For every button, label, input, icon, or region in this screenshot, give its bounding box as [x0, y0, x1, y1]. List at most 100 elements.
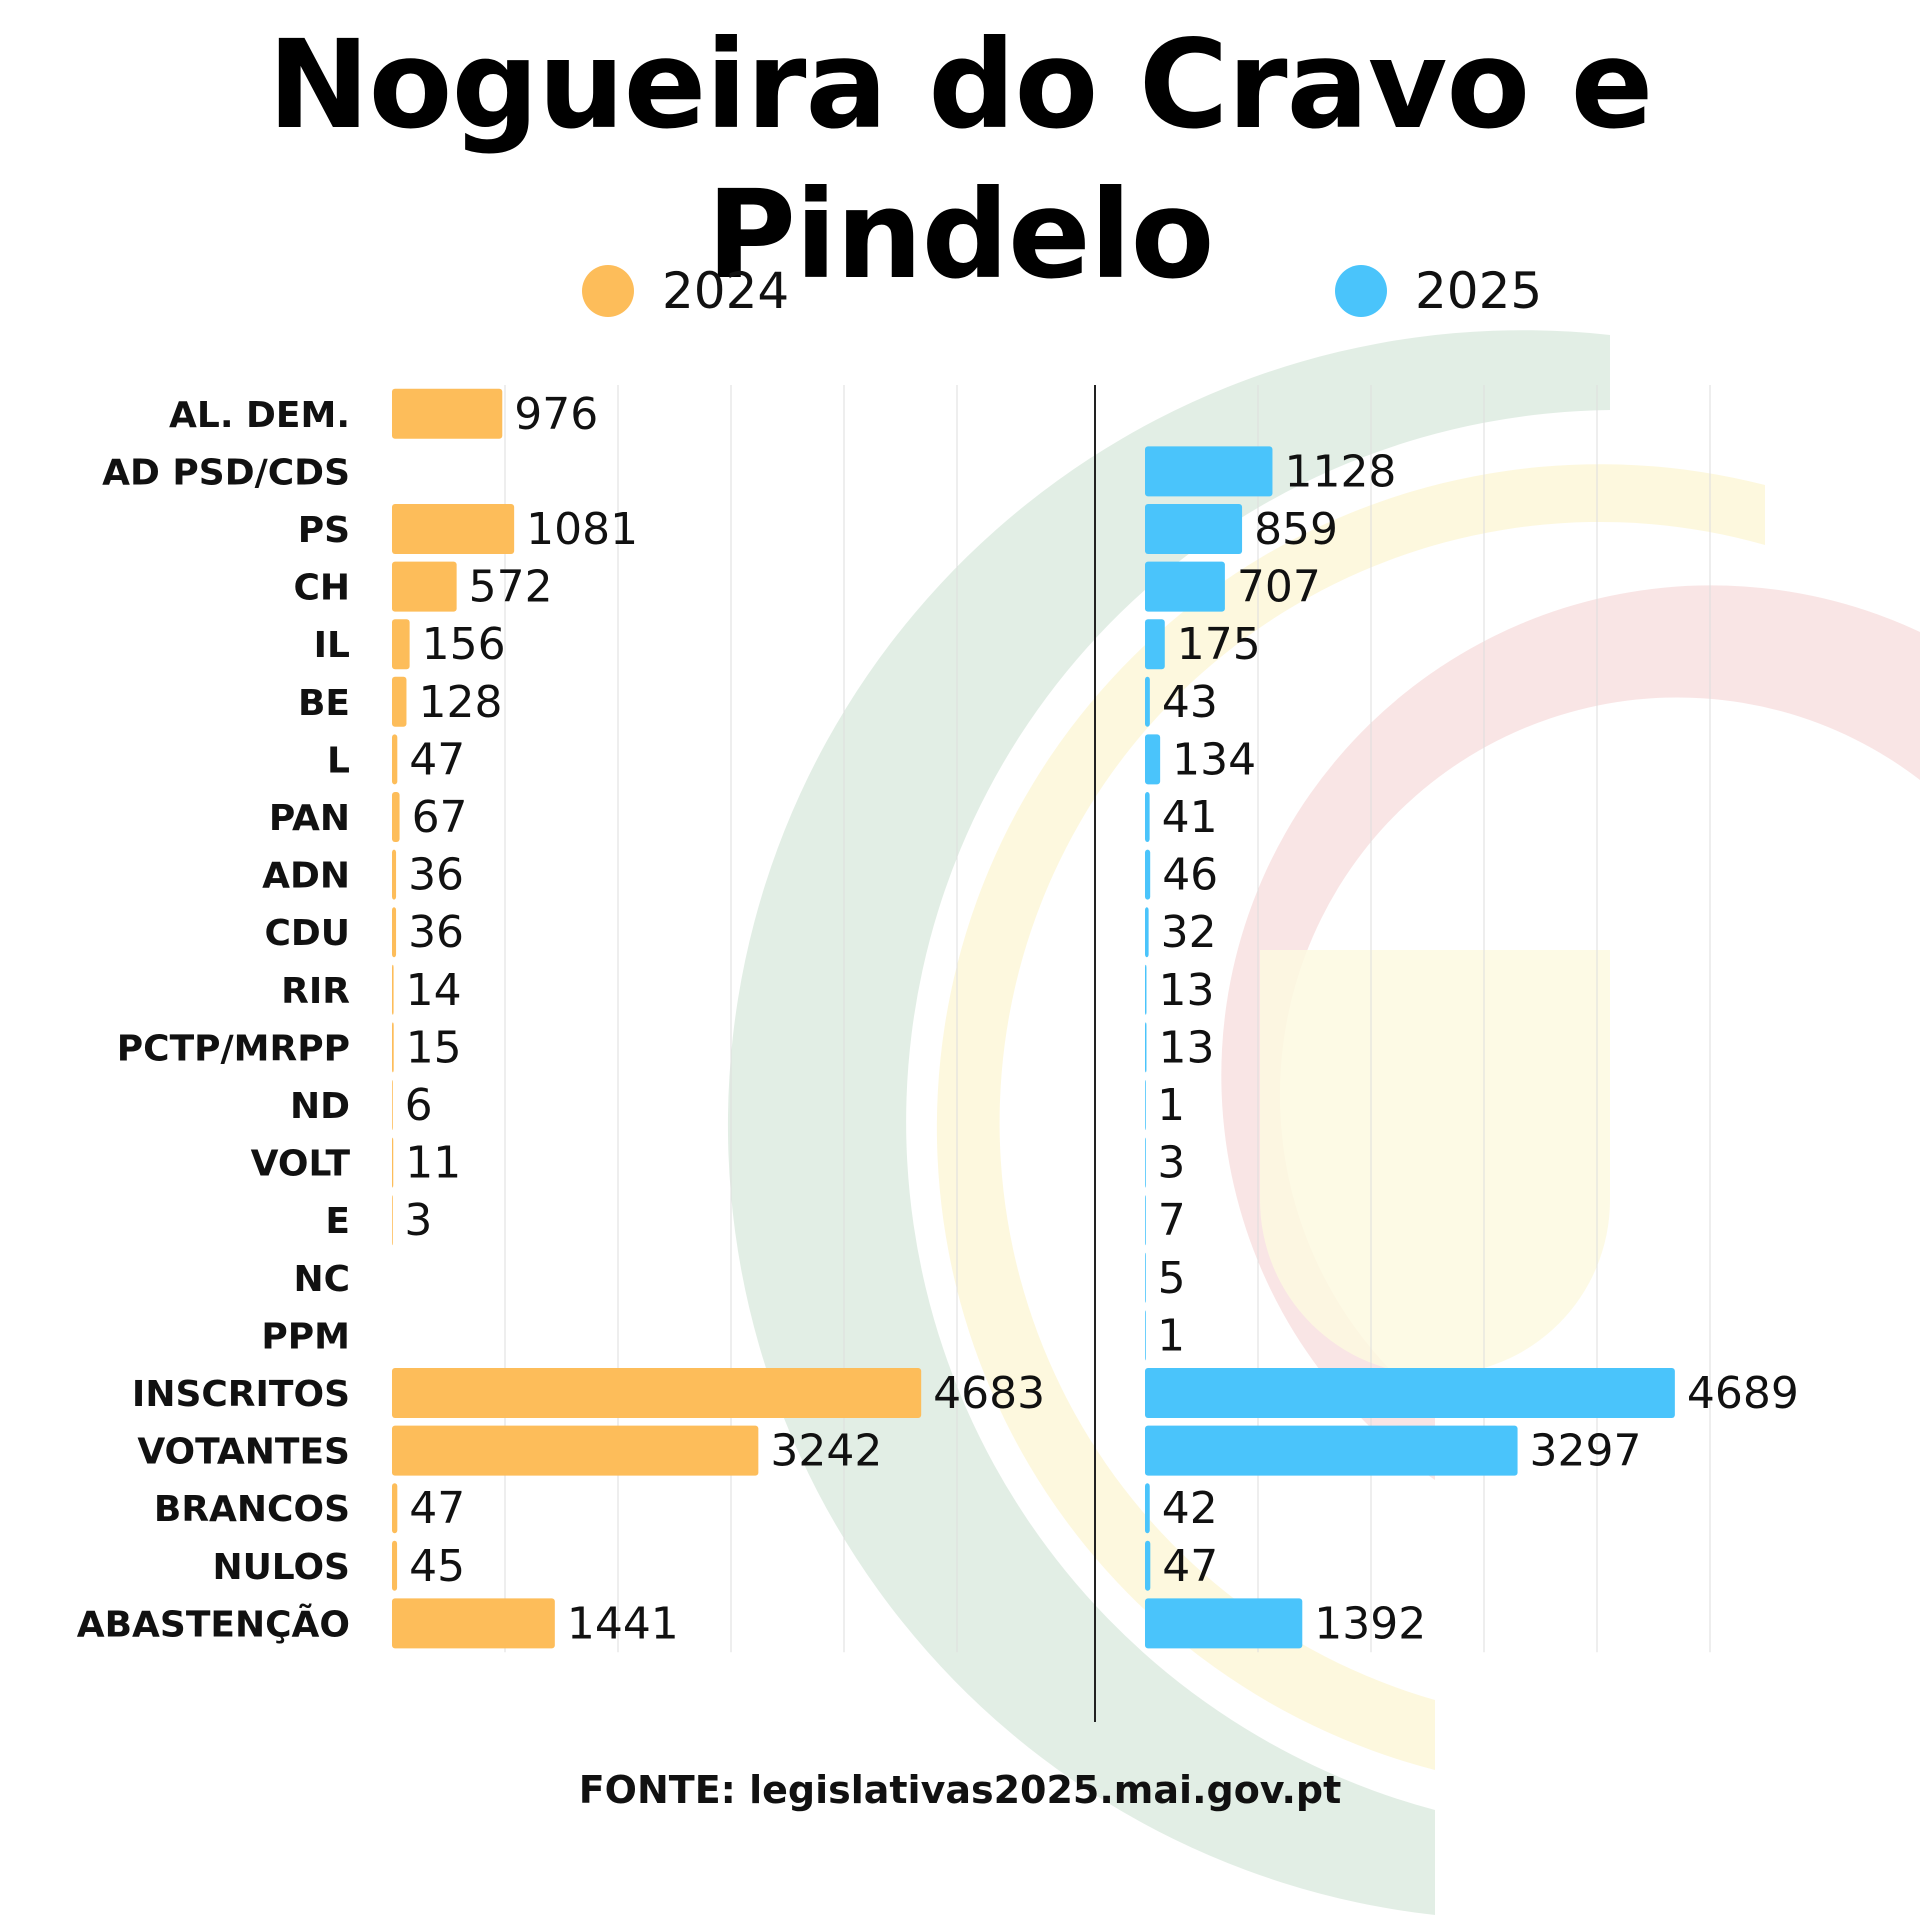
source-note: FONTE: legislativas2025.mai.gov.pt — [578, 1768, 1342, 1812]
bar-2024 — [392, 1598, 555, 1649]
value-label-2024: 6 — [405, 1080, 433, 1131]
value-label-2025: 46 — [1162, 850, 1218, 901]
bar-2024 — [392, 964, 394, 1015]
value-label-2024: 47 — [409, 734, 465, 785]
value-label-2025: 707 — [1237, 562, 1321, 613]
legend-label-2024: 2024 — [662, 262, 790, 320]
value-label-2024: 1081 — [526, 504, 638, 555]
value-label-2025: 32 — [1161, 907, 1217, 958]
legend-item-2024: 2024 — [582, 262, 789, 320]
category-label: BRANCOS — [154, 1489, 350, 1530]
value-label-2024: 128 — [418, 677, 502, 728]
value-label-2024: 3242 — [770, 1426, 882, 1477]
category-label: CDU — [264, 913, 350, 954]
value-label-2024: 1441 — [567, 1598, 679, 1649]
category-label: NULOS — [212, 1547, 350, 1588]
value-label-2025: 47 — [1162, 1541, 1218, 1592]
legend-dot-2024 — [582, 265, 634, 317]
value-label-2024: 976 — [514, 389, 598, 440]
legend-label-2025: 2025 — [1415, 262, 1543, 320]
value-label-2025: 4689 — [1687, 1368, 1799, 1419]
bar-2024 — [392, 1483, 398, 1534]
bar-2025 — [1145, 734, 1161, 785]
value-label-2025: 43 — [1162, 677, 1218, 728]
value-label-2025: 5 — [1158, 1253, 1186, 1304]
value-label-2024: 11 — [405, 1138, 461, 1189]
bar-2025 — [1145, 1483, 1150, 1534]
bar-2024 — [392, 734, 398, 785]
value-label-2024: 67 — [412, 792, 468, 843]
category-label: ABASTENÇÃO — [77, 1603, 350, 1645]
category-label: PPM — [261, 1316, 350, 1357]
bar-2025 — [1145, 1368, 1675, 1418]
bar-2025 — [1145, 1195, 1146, 1246]
bar-2025 — [1145, 1540, 1151, 1591]
bar-2025 — [1145, 792, 1150, 842]
category-label: E — [325, 1201, 350, 1242]
category-label: AD PSD/CDS — [102, 452, 350, 493]
category-label: L — [327, 740, 350, 781]
category-label: RIR — [281, 971, 350, 1012]
value-label-2024: 14 — [406, 965, 462, 1016]
bar-2025 — [1145, 1310, 1146, 1361]
bar-2024 — [392, 1137, 394, 1188]
bar-2024 — [392, 1022, 394, 1073]
value-label-2024: 15 — [406, 1022, 462, 1073]
value-label-2025: 1 — [1157, 1310, 1185, 1361]
category-label: ADN — [262, 856, 350, 897]
bar-2025 — [1145, 619, 1165, 670]
bar-2024 — [392, 907, 397, 958]
category-label: NC — [293, 1259, 350, 1300]
category-label: VOTANTES — [137, 1432, 350, 1473]
bar-2025 — [1145, 964, 1147, 1015]
category-label: PAN — [269, 798, 350, 839]
bar-2025 — [1145, 849, 1151, 900]
value-label-2025: 859 — [1254, 504, 1338, 555]
bar-2024 — [392, 619, 410, 670]
category-label: CH — [293, 568, 350, 609]
value-label-2025: 175 — [1177, 619, 1261, 670]
legend-item-2025: 2025 — [1335, 262, 1542, 320]
category-label: IL — [314, 625, 350, 666]
bar-2025 — [1145, 504, 1243, 554]
bar-2024 — [392, 1425, 759, 1476]
bar-2025 — [1145, 907, 1149, 958]
bar-2025 — [1145, 1252, 1146, 1303]
bar-2024 — [392, 792, 400, 842]
value-label-2025: 134 — [1172, 734, 1256, 785]
bar-2025 — [1145, 1598, 1303, 1649]
bar-2024 — [392, 1540, 398, 1591]
bar-2025 — [1145, 1080, 1146, 1130]
value-label-2024: 36 — [408, 850, 464, 901]
bar-2025 — [1145, 1425, 1518, 1476]
value-label-2024: 47 — [409, 1483, 465, 1534]
bar-2024 — [392, 1368, 922, 1418]
bar-2024 — [392, 676, 407, 727]
value-label-2024: 3 — [404, 1195, 432, 1246]
value-label-2025: 1392 — [1314, 1598, 1426, 1649]
bar-2024 — [392, 504, 515, 554]
value-label-2025: 3 — [1157, 1138, 1185, 1189]
bar-2024 — [392, 849, 397, 900]
value-label-2025: 3297 — [1530, 1426, 1642, 1477]
value-label-2024: 45 — [409, 1541, 465, 1592]
bar-2025 — [1145, 561, 1225, 612]
category-label: VOLT — [251, 1144, 351, 1185]
bar-2024 — [392, 561, 457, 612]
value-label-2025: 13 — [1158, 965, 1214, 1016]
bar-2025 — [1145, 446, 1273, 497]
value-label-2025: 1 — [1157, 1080, 1185, 1131]
category-label: INSCRITOS — [132, 1374, 350, 1415]
bar-2025 — [1145, 1137, 1146, 1188]
value-label-2024: 156 — [422, 619, 506, 670]
category-label: BE — [298, 683, 350, 724]
category-label: PCTP/MRPP — [117, 1028, 350, 1069]
bar-2024 — [392, 1195, 393, 1246]
category-label: PS — [298, 510, 350, 551]
page-title: Nogueira do Cravo e Pindelo — [267, 14, 1654, 306]
bar-2025 — [1145, 1022, 1147, 1073]
value-label-2024: 36 — [408, 907, 464, 958]
